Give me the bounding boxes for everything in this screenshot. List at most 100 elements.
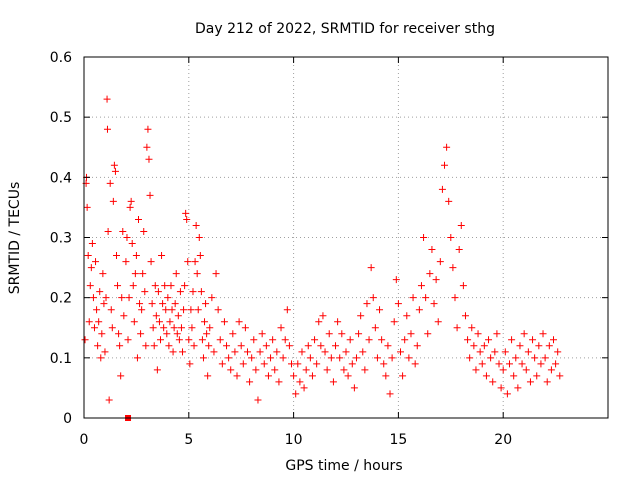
data-point (203, 330, 211, 338)
data-point (489, 378, 497, 386)
data-point (531, 354, 539, 362)
data-point (184, 258, 192, 266)
data-point (97, 354, 105, 362)
data-point (182, 209, 190, 217)
data-point (147, 258, 155, 266)
data-point (514, 384, 522, 392)
data-point (491, 348, 499, 356)
data-point (459, 282, 467, 290)
data-point (92, 258, 100, 266)
data-point (243, 348, 251, 356)
data-point (125, 294, 133, 302)
data-point (487, 354, 495, 362)
data-point (225, 354, 233, 362)
data-point (371, 324, 379, 332)
data-point (132, 252, 140, 260)
data-point (445, 197, 453, 205)
data-point (112, 252, 120, 260)
data-point (501, 348, 509, 356)
data-point (199, 354, 207, 362)
data-point (108, 324, 116, 332)
data-point (336, 354, 344, 362)
data-point (292, 390, 300, 398)
data-point (248, 354, 256, 362)
data-point (319, 312, 327, 320)
data-point (390, 318, 398, 326)
data-point (342, 348, 350, 356)
data-point (103, 125, 111, 133)
data-point (205, 342, 213, 350)
data-point (161, 282, 169, 290)
data-point (269, 336, 277, 344)
data-point (201, 318, 209, 326)
data-point (152, 312, 160, 320)
data-point (461, 312, 469, 320)
data-point (417, 282, 425, 290)
y-tick-label: 0 (63, 411, 72, 427)
data-point (122, 258, 130, 266)
y-tick-label: 0.3 (50, 231, 72, 247)
data-point (196, 252, 204, 260)
data-point (306, 354, 314, 362)
data-point (512, 354, 520, 362)
data-point (422, 294, 430, 302)
x-tick-label: 15 (389, 432, 407, 448)
data-point (84, 252, 92, 260)
data-point (350, 384, 358, 392)
data-point (102, 294, 110, 302)
data-point (89, 294, 97, 302)
data-point (150, 342, 158, 350)
data-point (260, 360, 268, 368)
data-point (179, 348, 187, 356)
data-point (497, 384, 505, 392)
data-point (550, 336, 558, 344)
data-point (98, 330, 106, 338)
data-point (518, 360, 526, 368)
data-point (170, 324, 178, 332)
data-point (315, 318, 323, 326)
data-point (210, 348, 218, 356)
data-point (516, 342, 524, 350)
data-point (256, 348, 264, 356)
data-point (83, 203, 91, 211)
data-point (424, 330, 432, 338)
data-point (300, 384, 308, 392)
data-point (110, 161, 118, 169)
data-point (298, 348, 306, 356)
data-point (405, 354, 413, 362)
data-point (384, 342, 392, 350)
data-point (386, 390, 394, 398)
data-point (223, 342, 231, 350)
data-point (547, 366, 555, 374)
data-point (258, 330, 266, 338)
data-point (138, 306, 146, 314)
data-point (271, 366, 279, 374)
data-point (470, 342, 478, 350)
data-point (466, 354, 474, 362)
data-point (346, 336, 354, 344)
data-point (352, 354, 360, 362)
data-point (119, 227, 127, 235)
data-point (105, 396, 113, 404)
data-point (522, 366, 530, 374)
data-point (396, 348, 404, 356)
data-point (192, 221, 200, 229)
data-point (103, 95, 111, 103)
data-point (436, 258, 444, 266)
data-point (165, 342, 173, 350)
data-point (485, 336, 493, 344)
data-point (283, 306, 291, 314)
data-point (399, 372, 407, 380)
data-point (290, 372, 298, 380)
data-point (388, 354, 396, 362)
data-point (340, 366, 348, 374)
data-point (313, 360, 321, 368)
data-point (273, 348, 281, 356)
data-point (128, 240, 136, 248)
data-point (107, 306, 115, 314)
data-point (285, 342, 293, 350)
data-point (204, 372, 212, 380)
data-point (480, 342, 488, 350)
data-point (227, 366, 235, 374)
